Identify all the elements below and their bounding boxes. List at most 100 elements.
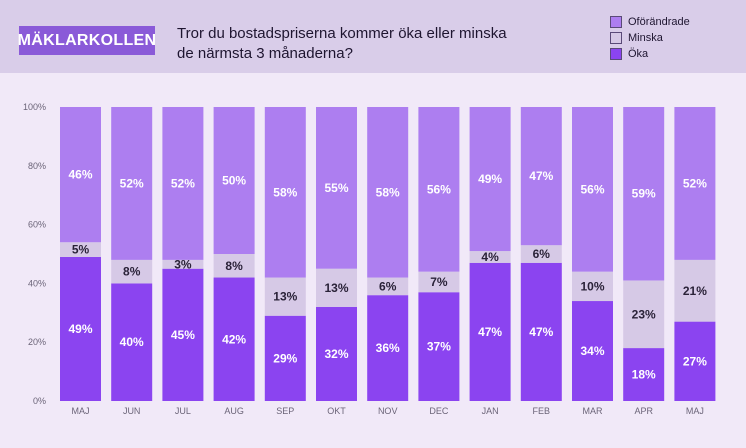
data-label: 47% xyxy=(529,169,553,183)
bar-segment xyxy=(674,259,716,322)
data-label: 23% xyxy=(632,307,656,321)
data-label: 46% xyxy=(68,168,92,182)
data-label: 58% xyxy=(273,185,297,199)
data-label: 37% xyxy=(427,340,451,354)
bar-segment xyxy=(367,107,409,278)
data-label: 5% xyxy=(72,243,90,257)
x-tick-label: JUN xyxy=(123,406,141,416)
data-label: 40% xyxy=(120,335,144,349)
legend: Oförändrade Minska Öka xyxy=(610,14,690,62)
bar-segment xyxy=(418,271,460,293)
chart-title-line-2: de närmsta 3 månaderna? xyxy=(177,45,353,62)
legend-label-oka: Öka xyxy=(628,48,649,60)
bar-segment xyxy=(213,107,255,254)
data-label: 13% xyxy=(324,281,348,295)
chart-title: Tror du bostadspriserna kommer öka eller… xyxy=(177,24,557,64)
brand-logo: MÄKLARKOLLEN xyxy=(18,26,156,55)
data-label: 58% xyxy=(376,185,400,199)
bar-segment xyxy=(674,107,716,260)
bar-segment xyxy=(520,262,562,401)
bar-segment xyxy=(469,251,511,263)
data-label: 52% xyxy=(120,176,144,190)
legend-swatch-oka xyxy=(610,48,622,60)
chart-title-line-1: Tror du bostadspriserna kommer öka eller… xyxy=(177,25,507,42)
y-tick-label: 20% xyxy=(28,337,46,347)
data-label: 7% xyxy=(430,275,448,289)
bar-segment xyxy=(572,107,613,272)
y-tick-label: 40% xyxy=(28,278,46,288)
bar-segment xyxy=(623,280,665,349)
bar-segment xyxy=(367,295,409,401)
x-tick-label: MAJ xyxy=(686,406,704,416)
x-tick-label: FEB xyxy=(533,406,551,416)
legend-swatch-oforandrade xyxy=(610,16,622,28)
bar-segment xyxy=(111,107,153,260)
data-label: 6% xyxy=(533,247,551,261)
data-label: 13% xyxy=(273,290,297,304)
bar-segment xyxy=(60,107,101,243)
header-band: MÄKLARKOLLEN Tror du bostadspriserna kom… xyxy=(0,0,746,73)
x-tick-label: JUL xyxy=(175,406,191,416)
data-label: 42% xyxy=(222,332,246,346)
bar-segment xyxy=(469,107,511,252)
y-tick-label: 100% xyxy=(23,102,46,112)
bar-segment xyxy=(162,107,204,260)
bar-segment xyxy=(111,283,153,401)
data-label: 27% xyxy=(683,354,707,368)
data-label: 6% xyxy=(379,279,397,293)
data-label: 32% xyxy=(324,347,348,361)
legend-item-oka: Öka xyxy=(610,46,690,62)
bar-segment xyxy=(264,277,306,316)
bar-segment xyxy=(162,259,204,269)
data-label: 47% xyxy=(529,325,553,339)
x-tick-label: MAJ xyxy=(72,406,90,416)
data-label: 34% xyxy=(580,344,604,358)
data-label: 47% xyxy=(478,325,502,339)
bar-segment xyxy=(572,301,613,401)
data-label: 59% xyxy=(632,187,656,201)
x-tick-label: DEC xyxy=(429,406,449,416)
data-label: 56% xyxy=(580,182,604,196)
bar-segment xyxy=(316,107,357,269)
x-tick-label: NOV xyxy=(378,406,398,416)
data-label: 52% xyxy=(171,176,195,190)
bar-segment xyxy=(213,254,255,278)
bar-segment xyxy=(469,262,511,401)
data-label: 50% xyxy=(222,174,246,188)
bar-segment xyxy=(213,277,255,401)
bar-segment xyxy=(623,107,665,281)
bar-segment xyxy=(520,245,562,263)
x-tick-label: APR xyxy=(634,406,653,416)
bar-segment xyxy=(60,242,101,257)
data-label: 29% xyxy=(273,351,297,365)
data-label: 55% xyxy=(324,181,348,195)
data-label: 56% xyxy=(427,182,451,196)
bar-segment xyxy=(162,268,204,401)
bar-segment xyxy=(418,107,460,272)
x-tick-label: JAN xyxy=(482,406,499,416)
bar-segment xyxy=(418,292,460,401)
stacked-bar-chart: 0% 20% 40% 60% 80% 100% 49% 5% 46% MAJ 40% 8% 52% JUN… xyxy=(23,102,716,416)
bar-segment xyxy=(367,277,409,296)
bar-segment xyxy=(316,306,357,401)
bar-segment xyxy=(674,321,716,401)
x-tick-label: MAR xyxy=(583,406,604,416)
data-label: 10% xyxy=(580,279,604,293)
y-tick-label: 0% xyxy=(33,396,46,406)
legend-swatch-minska xyxy=(610,32,622,44)
data-label: 49% xyxy=(478,172,502,186)
bar-segment xyxy=(60,256,101,401)
data-label: 21% xyxy=(683,284,707,298)
x-tick-label: AUG xyxy=(224,406,244,416)
bar-segment xyxy=(623,348,665,401)
data-label: 52% xyxy=(683,176,707,190)
bar-segment xyxy=(572,271,613,302)
data-label: 8% xyxy=(123,265,141,279)
data-label: 4% xyxy=(481,250,499,264)
legend-label-oforandrade: Oförändrade xyxy=(628,16,690,28)
data-label: 36% xyxy=(376,341,400,355)
bar-segment xyxy=(264,107,306,278)
y-tick-label: 80% xyxy=(28,161,46,171)
bar-segment xyxy=(520,107,562,246)
legend-label-minska: Minska xyxy=(628,32,663,44)
